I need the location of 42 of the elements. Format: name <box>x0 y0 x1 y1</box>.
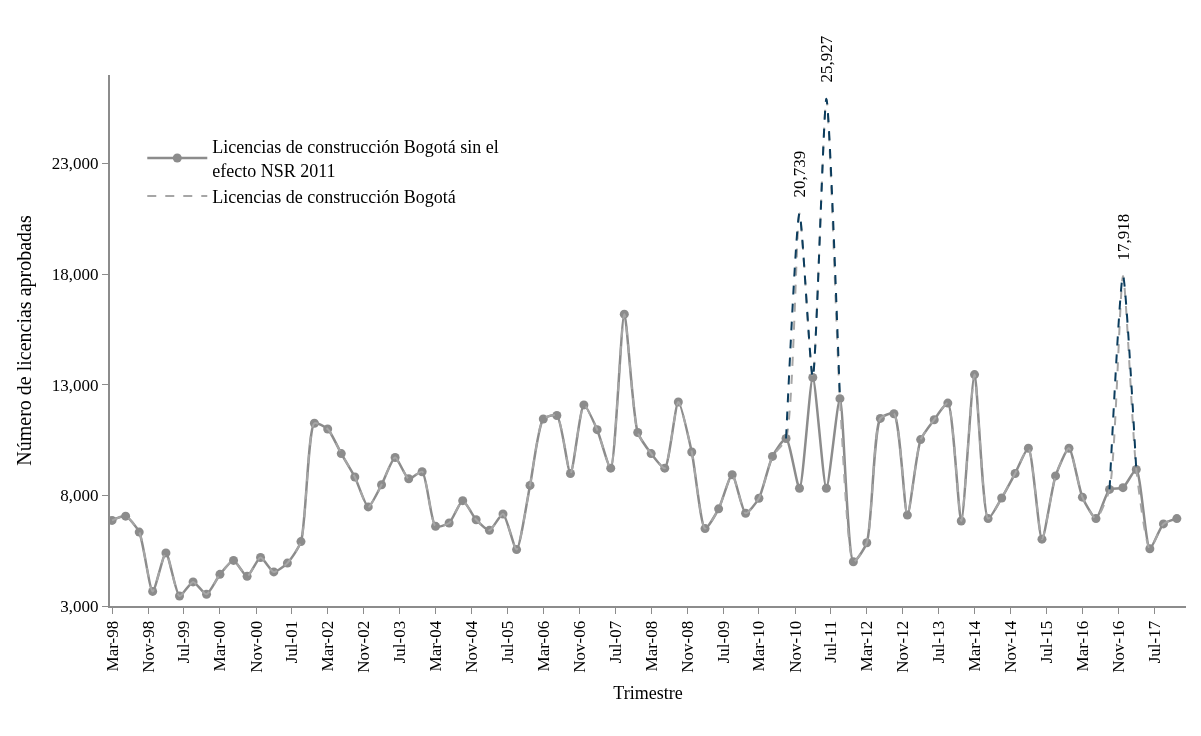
data-label: 25,927 <box>817 35 837 83</box>
y-tick-label: 8,000 <box>60 486 99 506</box>
x-tick-label: Nov-12 <box>893 620 913 673</box>
x-tick-label: Mar-04 <box>426 620 446 672</box>
x-tick-label: Jul-05 <box>497 620 517 664</box>
x-tick-label: Nov-00 <box>246 620 266 673</box>
legend-label: Licencias de construcción Bogotá <box>212 187 456 208</box>
legend-label: Licencias de construcción Bogotá sin el efecto NSR 2011 <box>212 137 499 181</box>
x-tick-label: Jul-01 <box>282 620 302 664</box>
x-tick-label: Nov-08 <box>677 620 697 673</box>
data-label: 20,739 <box>790 150 810 198</box>
x-tick-label: Jul-11 <box>821 620 841 663</box>
x-tick-label: Jul-15 <box>1036 620 1056 664</box>
x-tick-label: Jul-99 <box>174 620 194 664</box>
x-tick-label: Nov-04 <box>462 620 482 673</box>
x-tick-label: Jul-17 <box>1144 620 1164 664</box>
x-tick-label: Nov-14 <box>1001 620 1021 673</box>
x-tick-label: Mar-14 <box>965 620 985 672</box>
x-tick-label: Jul-07 <box>605 620 625 664</box>
x-tick-label: Mar-12 <box>857 620 877 672</box>
x-tick-label: Nov-98 <box>138 620 158 673</box>
y-tick-label: 3,000 <box>60 596 99 616</box>
x-tick-label: Mar-06 <box>533 620 553 672</box>
x-tick-label: Jul-09 <box>713 620 733 664</box>
x-tick-label: Mar-98 <box>102 620 122 672</box>
x-tick-label: Mar-16 <box>1072 620 1092 672</box>
x-tick-label: Mar-00 <box>210 620 230 672</box>
x-tick-label: Nov-02 <box>354 620 374 673</box>
x-tick-label: Mar-02 <box>318 620 338 672</box>
x-tick-label: Jul-13 <box>929 620 949 664</box>
x-tick-label: Mar-08 <box>641 620 661 672</box>
y-tick-label: 23,000 <box>51 154 99 174</box>
x-axis-title: Trimestre <box>613 683 683 704</box>
y-tick-label: 18,000 <box>51 265 99 285</box>
x-tick-label: Mar-10 <box>749 620 769 672</box>
data-label: 17,918 <box>1113 213 1133 261</box>
y-axis-title: Número de licencias aprobadas <box>12 215 36 466</box>
x-tick-label: Nov-06 <box>569 620 589 673</box>
x-tick-label: Jul-03 <box>390 620 410 664</box>
x-tick-label: Nov-10 <box>785 620 805 673</box>
x-tick-label: Nov-16 <box>1109 620 1129 673</box>
y-tick-label: 13,000 <box>51 375 99 395</box>
